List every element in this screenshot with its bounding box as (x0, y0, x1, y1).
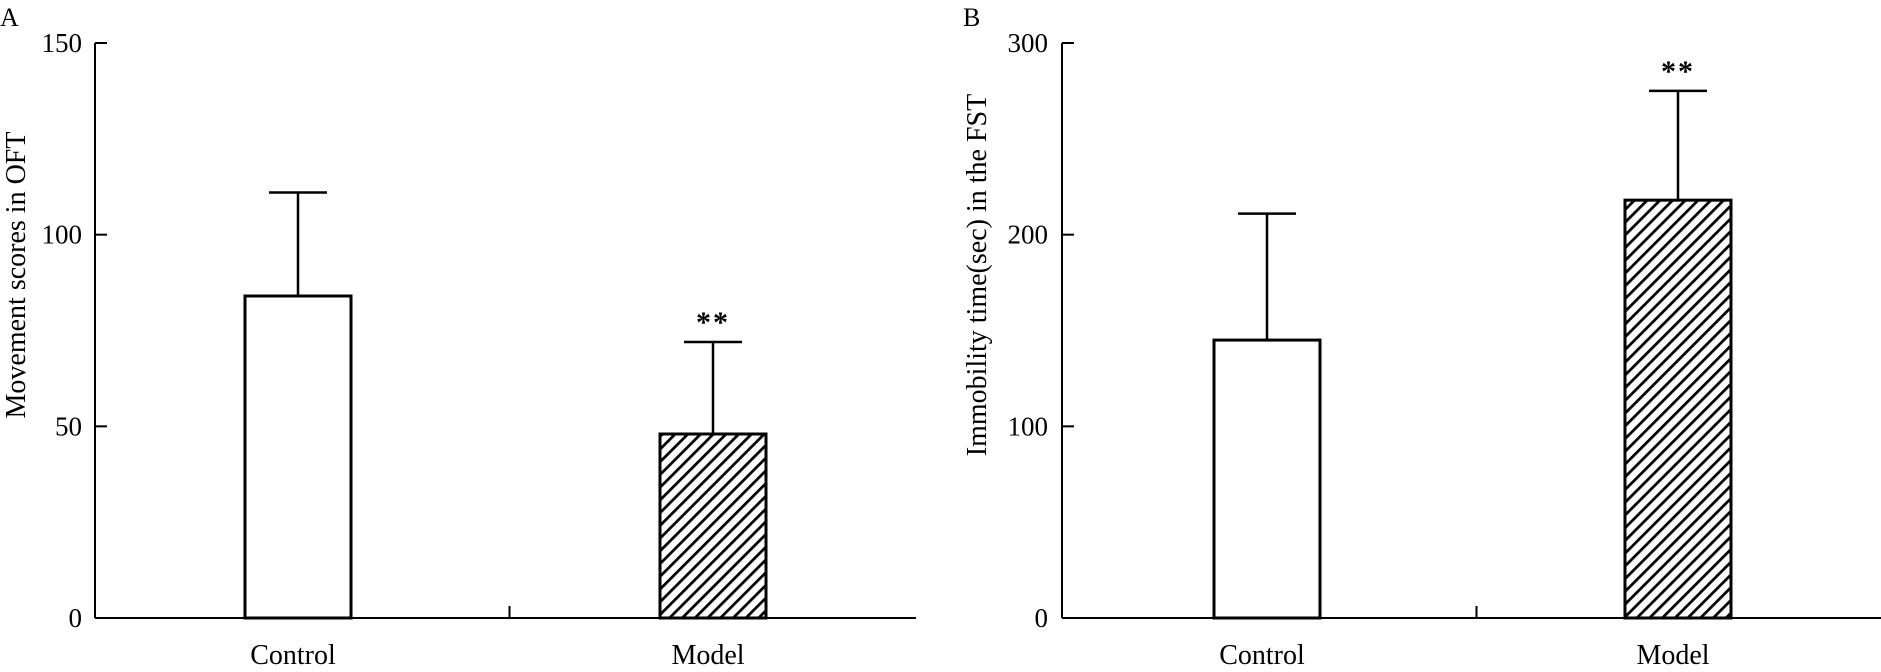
panel-b-marks: 0 100 200 300 Control ** Model (1008, 28, 1881, 667)
panel-b-y-axis-title: Immobility time(sec) in the FST (962, 94, 993, 456)
panel-a-bar-0 (245, 296, 351, 618)
panel-b-bar-1 (1625, 200, 1731, 618)
panel-a-bar-1 (660, 434, 766, 618)
panel-b-y-tick-label: 300 (1008, 28, 1049, 58)
panel-b-letter: B (963, 3, 980, 32)
panel-a-y-axis-title: Movement scores in OFT (1, 132, 32, 419)
panel-a-y-tick-label: 50 (55, 411, 82, 441)
panel-a-category-label-0: Control (250, 640, 336, 667)
panel-b-bar-0 (1214, 340, 1320, 618)
panel-a-marks: 0 50 100 150 Control ** Model (42, 28, 917, 667)
panel-a-significance-1: ** (696, 306, 730, 339)
panel-b-significance-1: ** (1661, 55, 1695, 88)
panel-a-letter: A (0, 3, 19, 32)
panel-a-y-tick-label: 100 (42, 220, 83, 250)
panel-b-category-label-1: Model (1636, 640, 1709, 667)
panel-a-y-tick-label: 0 (69, 603, 83, 633)
panel-a-category-label-1: Model (671, 640, 744, 667)
panel-b-y-tick-label: 200 (1008, 220, 1049, 250)
panel-b-y-tick-label: 0 (1035, 603, 1049, 633)
panel-a: A Movement scores in OFT 0 50 100 150 Contro… (0, 3, 916, 667)
panel-b-category-label-0: Control (1219, 640, 1305, 667)
panel-b: B Immobility time(sec) in the FST 0 100 20… (962, 3, 1881, 667)
panel-a-y-tick-label: 150 (42, 28, 83, 58)
panel-b-y-tick-label: 100 (1008, 411, 1049, 441)
